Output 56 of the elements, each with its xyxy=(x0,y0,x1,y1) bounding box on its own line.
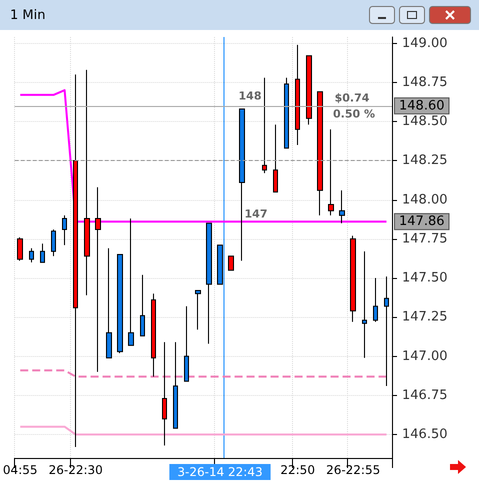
chart-title: 1 Min xyxy=(10,8,46,22)
y-tick-label: 147.25 xyxy=(402,310,448,325)
ref-line-label: 148.60 xyxy=(399,98,444,114)
candlestick xyxy=(95,186,101,372)
x-tick-label: 22:50 xyxy=(280,463,315,477)
candlestick xyxy=(62,214,67,246)
annotation: 0.50 % xyxy=(333,108,375,120)
x-tick-label: 04:55 xyxy=(2,463,38,477)
candlestick xyxy=(29,248,34,263)
candlestick xyxy=(239,108,245,262)
candlestick xyxy=(17,236,23,262)
y-tick-label: 146.75 xyxy=(402,388,448,403)
candlestick xyxy=(184,306,189,382)
candlestick xyxy=(73,74,78,448)
candlestick xyxy=(384,276,389,387)
annotation: $0.74 xyxy=(334,92,370,104)
candlestick xyxy=(306,55,312,126)
y-tick-label: 148.75 xyxy=(402,74,448,90)
candlestick xyxy=(217,244,223,285)
candlestick xyxy=(173,342,178,429)
y-tick-label: 148.00 xyxy=(402,192,448,208)
annotation: 148 xyxy=(238,90,262,102)
y-tick-label: 147.00 xyxy=(402,348,448,364)
candlestick xyxy=(117,254,123,354)
x-tick-label: 3-26-14 22:43 xyxy=(177,465,263,479)
annotation: 147 xyxy=(244,208,268,220)
candlestick xyxy=(228,256,234,271)
y-tick-label: 148.50 xyxy=(402,114,448,130)
candlestick xyxy=(284,77,289,149)
y-tick-label: 148.25 xyxy=(402,153,448,168)
x-tick-label: 26-22:55 xyxy=(326,463,380,477)
text: 147.86 xyxy=(399,214,444,230)
y-tick-label: 147.75 xyxy=(402,231,448,246)
candlestick xyxy=(317,91,323,216)
candlestick xyxy=(51,229,56,257)
candlestick xyxy=(362,250,367,358)
candlestick xyxy=(262,77,267,174)
y-tick-label: 146.50 xyxy=(402,427,448,442)
candlestick xyxy=(140,274,145,336)
candlestick xyxy=(295,44,300,146)
x-tick-label: 26-22:30 xyxy=(48,463,103,477)
candlestick xyxy=(162,342,167,446)
candlestick xyxy=(206,222,212,344)
candlestick xyxy=(195,290,201,330)
candlestick xyxy=(328,128,334,216)
candlestick xyxy=(373,278,378,322)
candlestick xyxy=(106,248,112,358)
candlestick xyxy=(40,243,45,263)
candlestick xyxy=(151,293,156,378)
y-tick-label: 149.00 xyxy=(402,36,448,51)
candlestick xyxy=(350,235,356,322)
candlestick xyxy=(339,190,345,224)
candlestick xyxy=(84,69,90,296)
y-tick-label: 147.50 xyxy=(402,270,448,286)
candlestick xyxy=(128,218,134,346)
candlestick xyxy=(273,124,278,192)
